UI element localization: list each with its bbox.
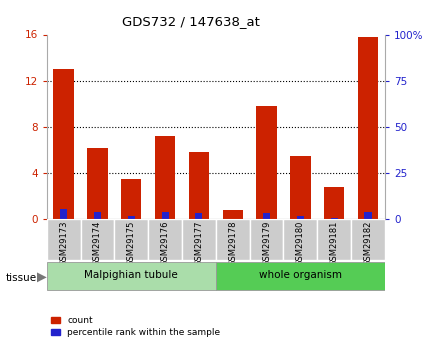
- Legend: count, percentile rank within the sample: count, percentile rank within the sample: [51, 316, 221, 337]
- Text: GSM29176: GSM29176: [161, 220, 170, 266]
- Text: GSM29180: GSM29180: [296, 220, 305, 266]
- Bar: [216, 262, 385, 290]
- Polygon shape: [37, 273, 47, 282]
- Bar: [87, 148, 108, 219]
- Bar: [128, 216, 135, 219]
- Bar: [216, 219, 250, 260]
- Text: Malpighian tubule: Malpighian tubule: [85, 270, 178, 280]
- Text: GSM29173: GSM29173: [59, 220, 68, 266]
- Bar: [155, 136, 175, 219]
- Bar: [351, 219, 385, 260]
- Bar: [324, 187, 344, 219]
- Bar: [290, 156, 311, 219]
- Bar: [195, 213, 202, 219]
- Bar: [60, 209, 67, 219]
- Text: GDS732 / 147638_at: GDS732 / 147638_at: [122, 15, 260, 28]
- Bar: [47, 219, 81, 260]
- Bar: [121, 179, 142, 219]
- Bar: [250, 219, 283, 260]
- Bar: [263, 213, 270, 219]
- Text: GSM29174: GSM29174: [93, 220, 102, 266]
- Bar: [364, 212, 372, 219]
- Bar: [358, 37, 378, 219]
- Bar: [297, 216, 304, 219]
- Text: GSM29175: GSM29175: [127, 220, 136, 266]
- Text: GSM29182: GSM29182: [364, 220, 372, 266]
- Bar: [47, 262, 216, 290]
- Bar: [114, 219, 148, 260]
- Text: GSM29177: GSM29177: [194, 220, 203, 266]
- Text: GSM29181: GSM29181: [330, 220, 339, 266]
- Text: whole organism: whole organism: [259, 270, 342, 280]
- Bar: [148, 219, 182, 260]
- Bar: [331, 218, 338, 219]
- Bar: [222, 210, 243, 219]
- Bar: [317, 219, 351, 260]
- Bar: [182, 219, 216, 260]
- Bar: [256, 106, 277, 219]
- Bar: [162, 212, 169, 219]
- Text: GSM29178: GSM29178: [228, 220, 237, 266]
- Bar: [283, 219, 317, 260]
- Bar: [94, 212, 101, 219]
- Text: tissue: tissue: [6, 273, 37, 283]
- Bar: [53, 69, 74, 219]
- Text: GSM29179: GSM29179: [262, 220, 271, 266]
- Bar: [81, 219, 114, 260]
- Bar: [189, 152, 209, 219]
